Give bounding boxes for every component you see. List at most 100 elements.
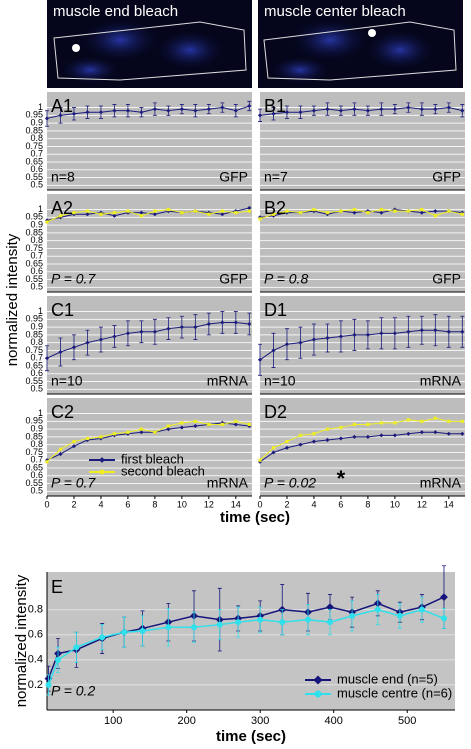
y-tick-label: 0.6 bbox=[28, 629, 43, 641]
marker bbox=[247, 321, 252, 327]
marker bbox=[85, 340, 90, 345]
annotation: n=10 bbox=[264, 373, 296, 389]
marker bbox=[73, 644, 80, 651]
marker bbox=[166, 424, 170, 428]
marker bbox=[99, 212, 103, 216]
panel-label: B2 bbox=[264, 198, 286, 218]
marker bbox=[420, 419, 424, 423]
marker bbox=[365, 332, 370, 337]
y-tick-label: 0.75 bbox=[25, 243, 43, 253]
marker bbox=[165, 624, 172, 631]
marker bbox=[153, 209, 157, 213]
marker bbox=[139, 329, 144, 334]
series-line bbox=[46, 420, 250, 463]
x-tick-label: 6 bbox=[125, 499, 130, 509]
panel-label: A2 bbox=[51, 198, 73, 218]
marker bbox=[326, 603, 334, 612]
marker bbox=[349, 612, 356, 619]
y-tick-label: 0.8 bbox=[28, 604, 43, 616]
marker bbox=[179, 107, 184, 112]
marker bbox=[247, 422, 251, 427]
significance: * bbox=[337, 466, 346, 491]
marker bbox=[139, 110, 144, 115]
marker bbox=[419, 107, 424, 112]
x-tick-label: 0 bbox=[257, 499, 262, 509]
marker bbox=[419, 430, 424, 435]
marker bbox=[406, 105, 411, 110]
y-tick-label: 0.5 bbox=[30, 180, 43, 190]
marker bbox=[406, 209, 410, 213]
y-tick-label: 0.65 bbox=[25, 360, 43, 370]
marker bbox=[440, 593, 448, 601]
marker bbox=[406, 329, 411, 334]
plot-background bbox=[260, 296, 465, 394]
marker bbox=[419, 210, 424, 215]
marker bbox=[193, 419, 197, 423]
tag: GFP bbox=[219, 271, 248, 287]
tag: mRNA bbox=[207, 373, 249, 389]
tag: mRNA bbox=[420, 475, 462, 491]
marker bbox=[179, 425, 184, 430]
marker bbox=[139, 627, 146, 634]
marker bbox=[298, 110, 303, 115]
marker bbox=[220, 422, 224, 427]
marker bbox=[85, 212, 90, 217]
marker bbox=[72, 439, 76, 444]
y-tick-label: 0.55 bbox=[25, 376, 43, 386]
marker bbox=[433, 328, 438, 333]
marker bbox=[193, 108, 198, 113]
marker bbox=[433, 416, 437, 420]
marker bbox=[379, 210, 384, 215]
y-tick-label: 0.5 bbox=[30, 282, 43, 292]
marker bbox=[125, 108, 131, 113]
marker bbox=[58, 349, 63, 355]
marker bbox=[338, 108, 344, 113]
tag: GFP bbox=[432, 169, 461, 185]
series-line bbox=[259, 107, 463, 116]
series-line bbox=[46, 209, 250, 223]
marker bbox=[298, 433, 303, 437]
image-label: muscle center bleach bbox=[264, 3, 406, 20]
tag: GFP bbox=[432, 271, 461, 287]
marker bbox=[392, 331, 397, 336]
marker bbox=[152, 329, 157, 334]
marker bbox=[233, 108, 238, 113]
x-tick-label: 300 bbox=[251, 715, 269, 727]
marker bbox=[352, 207, 357, 212]
marker bbox=[45, 681, 52, 688]
y-tick-label: 0.9 bbox=[30, 321, 43, 331]
x-tick-label: 400 bbox=[325, 715, 343, 727]
marker bbox=[58, 447, 63, 451]
x-axis-label: time (sec) bbox=[220, 509, 290, 526]
marker bbox=[271, 212, 276, 216]
plot-background bbox=[47, 398, 252, 496]
marker bbox=[446, 431, 451, 436]
marker bbox=[234, 419, 238, 423]
y-tick-label: 0.8 bbox=[30, 133, 43, 143]
annotation: P = 0.7 bbox=[51, 271, 96, 287]
x-tick-label: 8 bbox=[365, 499, 370, 509]
marker bbox=[233, 422, 238, 427]
y-tick-label: 0.95 bbox=[25, 212, 43, 222]
x-tick-label: 8 bbox=[152, 499, 157, 509]
marker bbox=[257, 616, 264, 623]
panel-label: D1 bbox=[264, 300, 287, 320]
x-tick-label: 14 bbox=[444, 499, 454, 509]
y-tick-label: 0.2 bbox=[28, 679, 43, 691]
x-tick-label: 2 bbox=[71, 499, 76, 509]
marker bbox=[58, 451, 63, 457]
marker bbox=[366, 422, 370, 427]
y-tick-label: 0.55 bbox=[25, 172, 43, 182]
marker bbox=[271, 111, 276, 116]
marker bbox=[325, 107, 330, 112]
marker bbox=[338, 334, 344, 339]
marker bbox=[460, 431, 465, 436]
y-tick-label: 0.65 bbox=[25, 258, 43, 268]
marker bbox=[180, 421, 184, 425]
marker bbox=[325, 427, 330, 431]
marker bbox=[327, 619, 334, 626]
y-tick-label: 1 bbox=[38, 306, 43, 316]
panel-label: E bbox=[51, 577, 63, 597]
y-tick-label: 0.9 bbox=[30, 117, 43, 127]
marker bbox=[193, 423, 198, 429]
